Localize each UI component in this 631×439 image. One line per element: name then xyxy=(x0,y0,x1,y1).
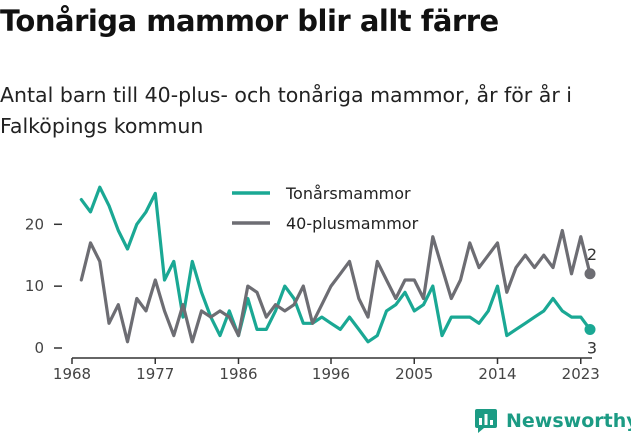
x-tick-label: 2023 xyxy=(562,365,600,383)
y-tick-label: 0 xyxy=(34,339,44,357)
x-tick-label: 2014 xyxy=(478,365,516,383)
y-tick-label: 20 xyxy=(25,215,44,233)
x-tick-label: 2005 xyxy=(395,365,433,383)
end-point-tonarsmammor xyxy=(584,323,596,335)
series-line-tonarsmammor xyxy=(79,185,592,344)
chart-subtitle: Antal barn till 40-plus- och tonåriga ma… xyxy=(0,83,572,138)
end-point-40-plusmammor xyxy=(584,268,596,280)
newsworthy-logo-icon xyxy=(475,409,497,433)
end-value-label: 2 xyxy=(587,245,597,264)
x-tick-label: 1986 xyxy=(219,365,257,383)
chart-title: Tonåriga mammor blir allt färre xyxy=(0,4,499,38)
x-tick-label: 1996 xyxy=(312,365,350,383)
legend-label: Tonårsmammor xyxy=(285,184,411,203)
newsworthy-brand: Newsworthy xyxy=(474,406,631,436)
line-chart: 0 10 20 1968 1977 1986 1996 2005 2014 2023 3 2 Tonår… xyxy=(25,184,600,383)
end-value-label: 3 xyxy=(587,338,597,357)
x-tick-label: 1968 xyxy=(53,365,91,383)
y-tick-label: 10 xyxy=(25,277,44,295)
series-line-40-plusmammor xyxy=(79,228,592,344)
x-tick-label: 1977 xyxy=(136,365,174,383)
brand-name: Newsworthy xyxy=(506,410,631,432)
legend-label: 40-plusmammor xyxy=(286,214,419,233)
